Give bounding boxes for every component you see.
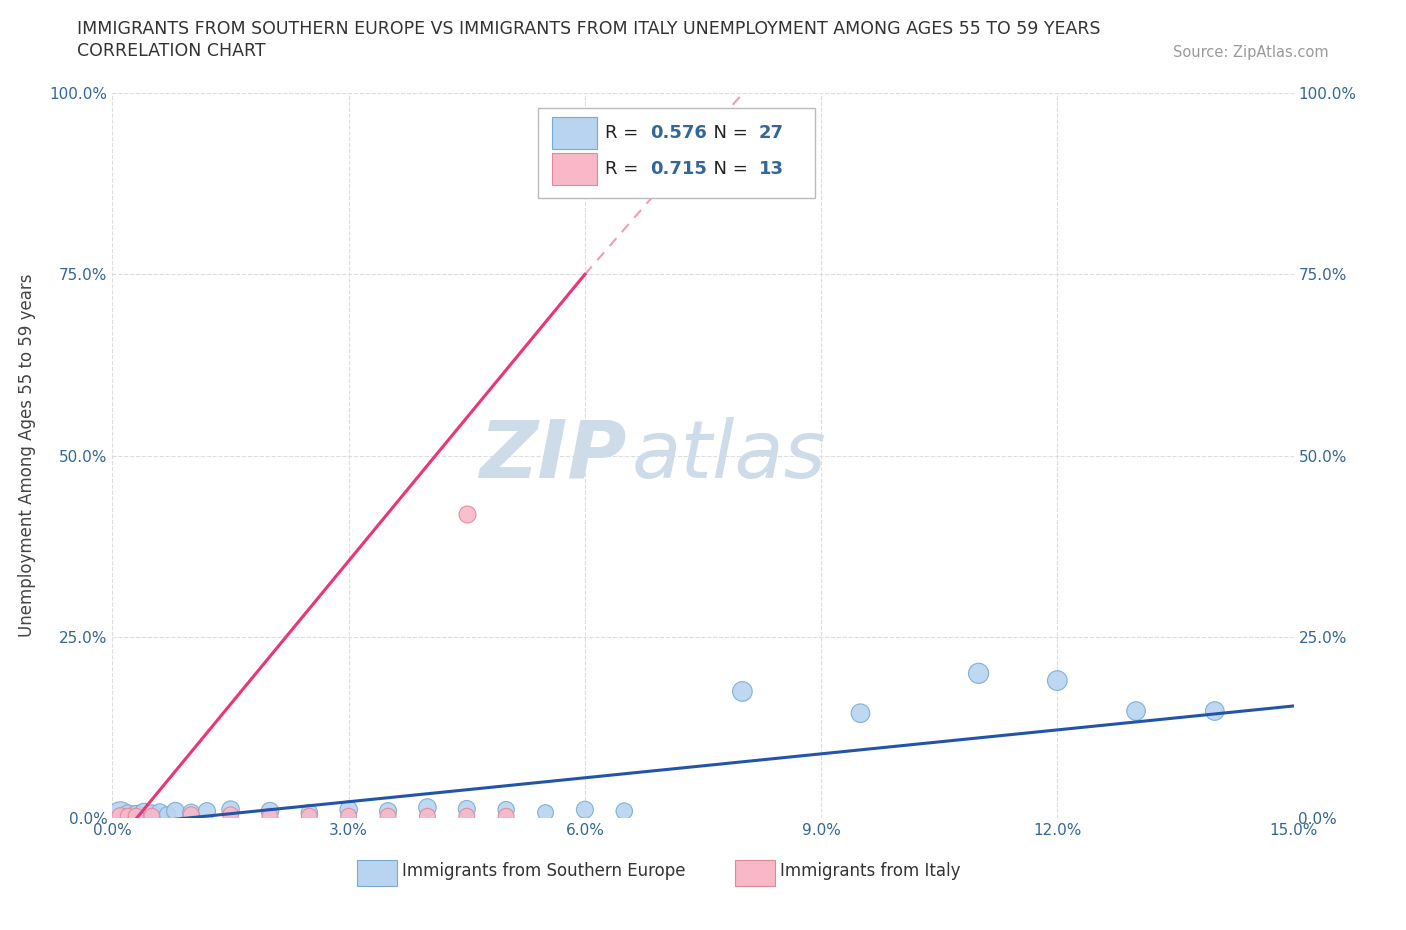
Point [125, 809, 148, 824]
Point [259, 809, 281, 824]
Point [574, 803, 596, 817]
Text: 27: 27 [758, 124, 783, 142]
Text: atlas: atlas [633, 417, 827, 495]
Point [613, 804, 636, 818]
FancyBboxPatch shape [551, 153, 596, 185]
Point [298, 809, 321, 824]
Point [165, 804, 187, 818]
Point [1125, 704, 1147, 719]
Text: N =: N = [702, 124, 754, 142]
Point [495, 803, 517, 817]
Point [132, 805, 155, 820]
Point [456, 802, 478, 817]
Point [534, 805, 557, 820]
FancyBboxPatch shape [537, 108, 815, 198]
Point [156, 807, 179, 822]
Text: ZIP: ZIP [479, 417, 626, 495]
Point [731, 684, 754, 699]
Point [337, 803, 360, 817]
Point [416, 809, 439, 824]
Point [180, 805, 202, 820]
Text: Immigrants from Southern Europe: Immigrants from Southern Europe [402, 861, 685, 880]
Point [416, 800, 439, 815]
Point [219, 807, 242, 822]
Point [298, 805, 321, 820]
Point [259, 804, 281, 818]
Text: 0.576: 0.576 [650, 124, 707, 142]
Point [110, 807, 132, 822]
Text: N =: N = [702, 160, 754, 179]
Point [110, 809, 132, 824]
Point [1046, 673, 1069, 688]
Text: R =: R = [605, 124, 644, 142]
Point [195, 804, 218, 818]
Point [141, 806, 163, 821]
Point [180, 807, 202, 822]
FancyBboxPatch shape [735, 859, 775, 886]
Point [495, 809, 517, 824]
Text: IMMIGRANTS FROM SOUTHERN EUROPE VS IMMIGRANTS FROM ITALY UNEMPLOYMENT AMONG AGES: IMMIGRANTS FROM SOUTHERN EUROPE VS IMMIG… [77, 20, 1101, 38]
FancyBboxPatch shape [357, 859, 396, 886]
Text: Source: ZipAtlas.com: Source: ZipAtlas.com [1173, 45, 1329, 60]
Point [219, 803, 242, 817]
Text: CORRELATION CHART: CORRELATION CHART [77, 42, 266, 60]
Point [125, 807, 148, 822]
Point [149, 805, 172, 820]
FancyBboxPatch shape [551, 117, 596, 149]
Point [456, 506, 478, 521]
Point [1204, 704, 1226, 719]
Y-axis label: Unemployment Among Ages 55 to 59 years: Unemployment Among Ages 55 to 59 years [18, 274, 35, 637]
Point [141, 809, 163, 824]
Text: R =: R = [605, 160, 644, 179]
Point [849, 706, 872, 721]
Text: 0.715: 0.715 [650, 160, 707, 179]
Text: 13: 13 [758, 160, 783, 179]
Point [117, 809, 139, 824]
Point [337, 809, 360, 824]
Point [377, 804, 399, 818]
Point [967, 666, 990, 681]
Point [117, 807, 139, 822]
Text: Immigrants from Italy: Immigrants from Italy [780, 861, 960, 880]
Point [377, 809, 399, 824]
Point [456, 809, 478, 824]
